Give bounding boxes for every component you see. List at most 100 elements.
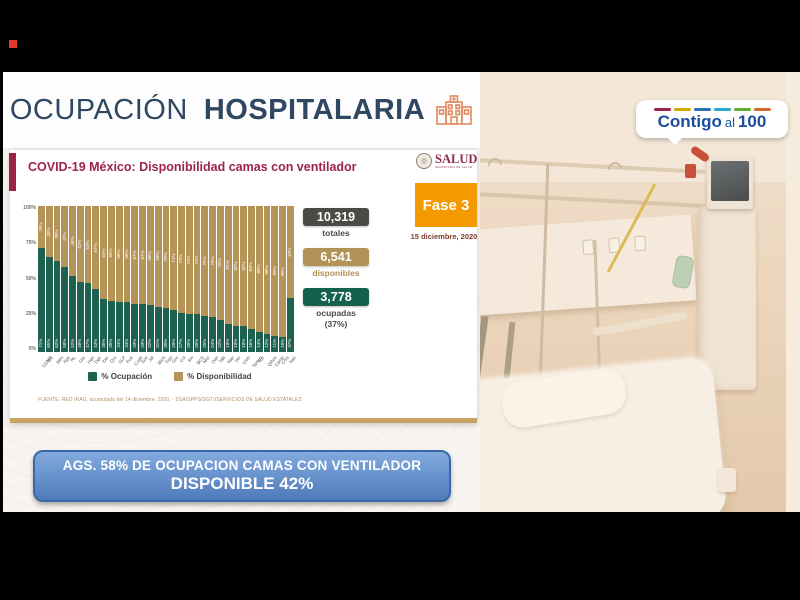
contigo-dash xyxy=(653,108,671,111)
segment-label: 73% xyxy=(178,254,184,264)
segment-ocupacion: 26% xyxy=(193,314,201,352)
bar-SLP: 66% 34% xyxy=(115,206,123,352)
segment-label: 31% xyxy=(154,338,160,348)
segment-label: 82% xyxy=(240,261,246,271)
segment-label: 24% xyxy=(209,338,215,348)
bar-Mor: 75% 25% xyxy=(201,206,209,352)
segment-ocupacion: 18% xyxy=(240,325,248,352)
segment-label: 43% xyxy=(92,338,98,348)
segment-label: 52% xyxy=(77,239,83,249)
legend-label: % Ocupación xyxy=(101,372,153,381)
y-tick: 100% xyxy=(23,205,36,211)
segment-ocupacion: 31% xyxy=(154,306,162,352)
segment-label: 25% xyxy=(201,338,207,348)
x-tick-Camp: Camp xyxy=(274,355,286,368)
contigo-word: 100 xyxy=(737,112,767,131)
segment-ocupacion: 35% xyxy=(108,300,115,352)
segment-label: 10% xyxy=(279,338,285,348)
x-tick-Hgo: Hgo xyxy=(85,355,95,365)
x-tick-Gto: Gto xyxy=(77,355,87,364)
x-tick-Col: Col xyxy=(178,355,187,364)
x-tick-Sin: Sin xyxy=(186,355,195,364)
stat-value: 10,319 xyxy=(303,208,369,226)
segment-label: 16% xyxy=(248,338,254,348)
x-tick-Yuc: Yuc xyxy=(256,355,266,365)
y-tick: 25% xyxy=(25,310,36,317)
bar-QRoo: 88% 12% xyxy=(263,206,271,352)
segment-label: 35% xyxy=(108,338,114,348)
segment-label: 18% xyxy=(240,338,246,348)
monitor-screen xyxy=(711,161,749,201)
x-tick-Chis: Chis xyxy=(280,355,291,366)
bar-Ver: 82% 18% xyxy=(232,206,240,352)
date-label: 15 diciembre, 2020 xyxy=(410,232,478,241)
segment-disponibilidad: 74% xyxy=(185,206,193,315)
x-tick-BCS: BCS xyxy=(195,355,205,366)
chart-legend: % Ocupación % Disponibilidad xyxy=(50,372,290,381)
x-tick-Qro: Qro xyxy=(108,355,118,365)
bar-Hgo: 53% 47% xyxy=(84,206,92,352)
segment-label: 34% xyxy=(123,338,129,348)
bar-Tamps: 84% 16% xyxy=(248,206,255,352)
segment-disponibilidad: 66% xyxy=(123,206,131,303)
x-tick-SLP: SLP xyxy=(117,355,127,365)
bar-Nay: 81% 19% xyxy=(224,206,232,352)
salud-logo: SALUD SECRETARÍA DE SALUD xyxy=(416,153,477,169)
segment-disponibilidad: 38% xyxy=(53,206,61,262)
segment-label: 18% xyxy=(232,338,238,348)
segment-label: 19% xyxy=(224,338,230,348)
bar-Jal: 68% 32% xyxy=(146,206,154,352)
stat-label: totales xyxy=(322,228,350,238)
contigo-word: Contigo xyxy=(657,112,722,131)
x-tick-Ver: Ver xyxy=(233,355,242,364)
segment-ocupacion: 62% xyxy=(53,261,61,352)
bar-Qro: 65% 35% xyxy=(108,206,115,352)
segment-label: 26% xyxy=(185,338,191,348)
bar-BCS: 74% 26% xyxy=(193,206,201,352)
segment-disponibilidad: 53% xyxy=(84,206,92,284)
stat-value: 6,541 xyxy=(303,248,369,267)
segment-label: 38% xyxy=(53,229,59,239)
segment-disponibilidad: 88% xyxy=(263,206,271,335)
contigo-dashes xyxy=(653,108,771,111)
segment-label: 42% xyxy=(61,232,67,242)
hospital-room-photo: Contigo al 100 xyxy=(480,72,800,512)
stacked-bar-chart: 100% 75% 50% 25% 0% 29% 71% 35% 65% 38% 62% 42% 58%… xyxy=(18,205,297,369)
slide-header: OCUPACIÓN HOSPITALARIA xyxy=(3,72,480,148)
page-title-light: OCUPACIÓN xyxy=(9,93,188,126)
x-tick-Zac: Zac xyxy=(101,355,110,365)
segment-label: 86% xyxy=(256,264,262,274)
segment-disponibilidad: 71% xyxy=(170,206,178,310)
segment-ocupacion: 65% xyxy=(45,257,53,352)
segment-disponibilidad: 74% xyxy=(193,206,201,315)
segment-ocupacion: 27% xyxy=(178,312,185,352)
bar-Chis: 90% 10% xyxy=(279,206,286,352)
y-tick: 0% xyxy=(28,346,36,352)
x-tick-Pue: Pue xyxy=(124,355,134,365)
segment-disponibilidad: 67% xyxy=(139,206,146,304)
segment-label: 36% xyxy=(100,338,106,348)
segment-label: 71% xyxy=(38,338,44,348)
segment-disponibilidad: 42% xyxy=(61,206,69,268)
legend-item: % Disponibilidad xyxy=(174,372,252,381)
photo-container-item xyxy=(718,468,736,492)
fase-badge: Fase 3 xyxy=(415,183,477,227)
stats-column: 10,319 totales 6,541 disponibles 3,778 ocupad… xyxy=(294,208,378,339)
segment-label: 89% xyxy=(271,266,277,276)
bar-CDMX: 29% 71% xyxy=(38,206,45,352)
x-tick-Méx: Méx xyxy=(54,355,65,365)
bar-Tlax: 70% 30% xyxy=(162,206,170,352)
segment-label: 75% xyxy=(201,256,207,266)
segment-ocupacion: 34% xyxy=(123,302,131,352)
contigo-word: al xyxy=(724,115,735,130)
segment-label: 74% xyxy=(185,255,191,265)
segment-label: 66% xyxy=(115,249,121,259)
contigo-dash xyxy=(713,108,731,111)
segment-disponibilidad: 66% xyxy=(115,206,123,303)
x-tick-Oax: Oax xyxy=(210,355,220,365)
x-tick-Gro: Gro xyxy=(171,355,180,365)
segment-ocupacion: 48% xyxy=(76,281,84,352)
bar-NL: 48% 52% xyxy=(69,206,76,352)
bar-Zac: 64% 36% xyxy=(100,206,108,352)
